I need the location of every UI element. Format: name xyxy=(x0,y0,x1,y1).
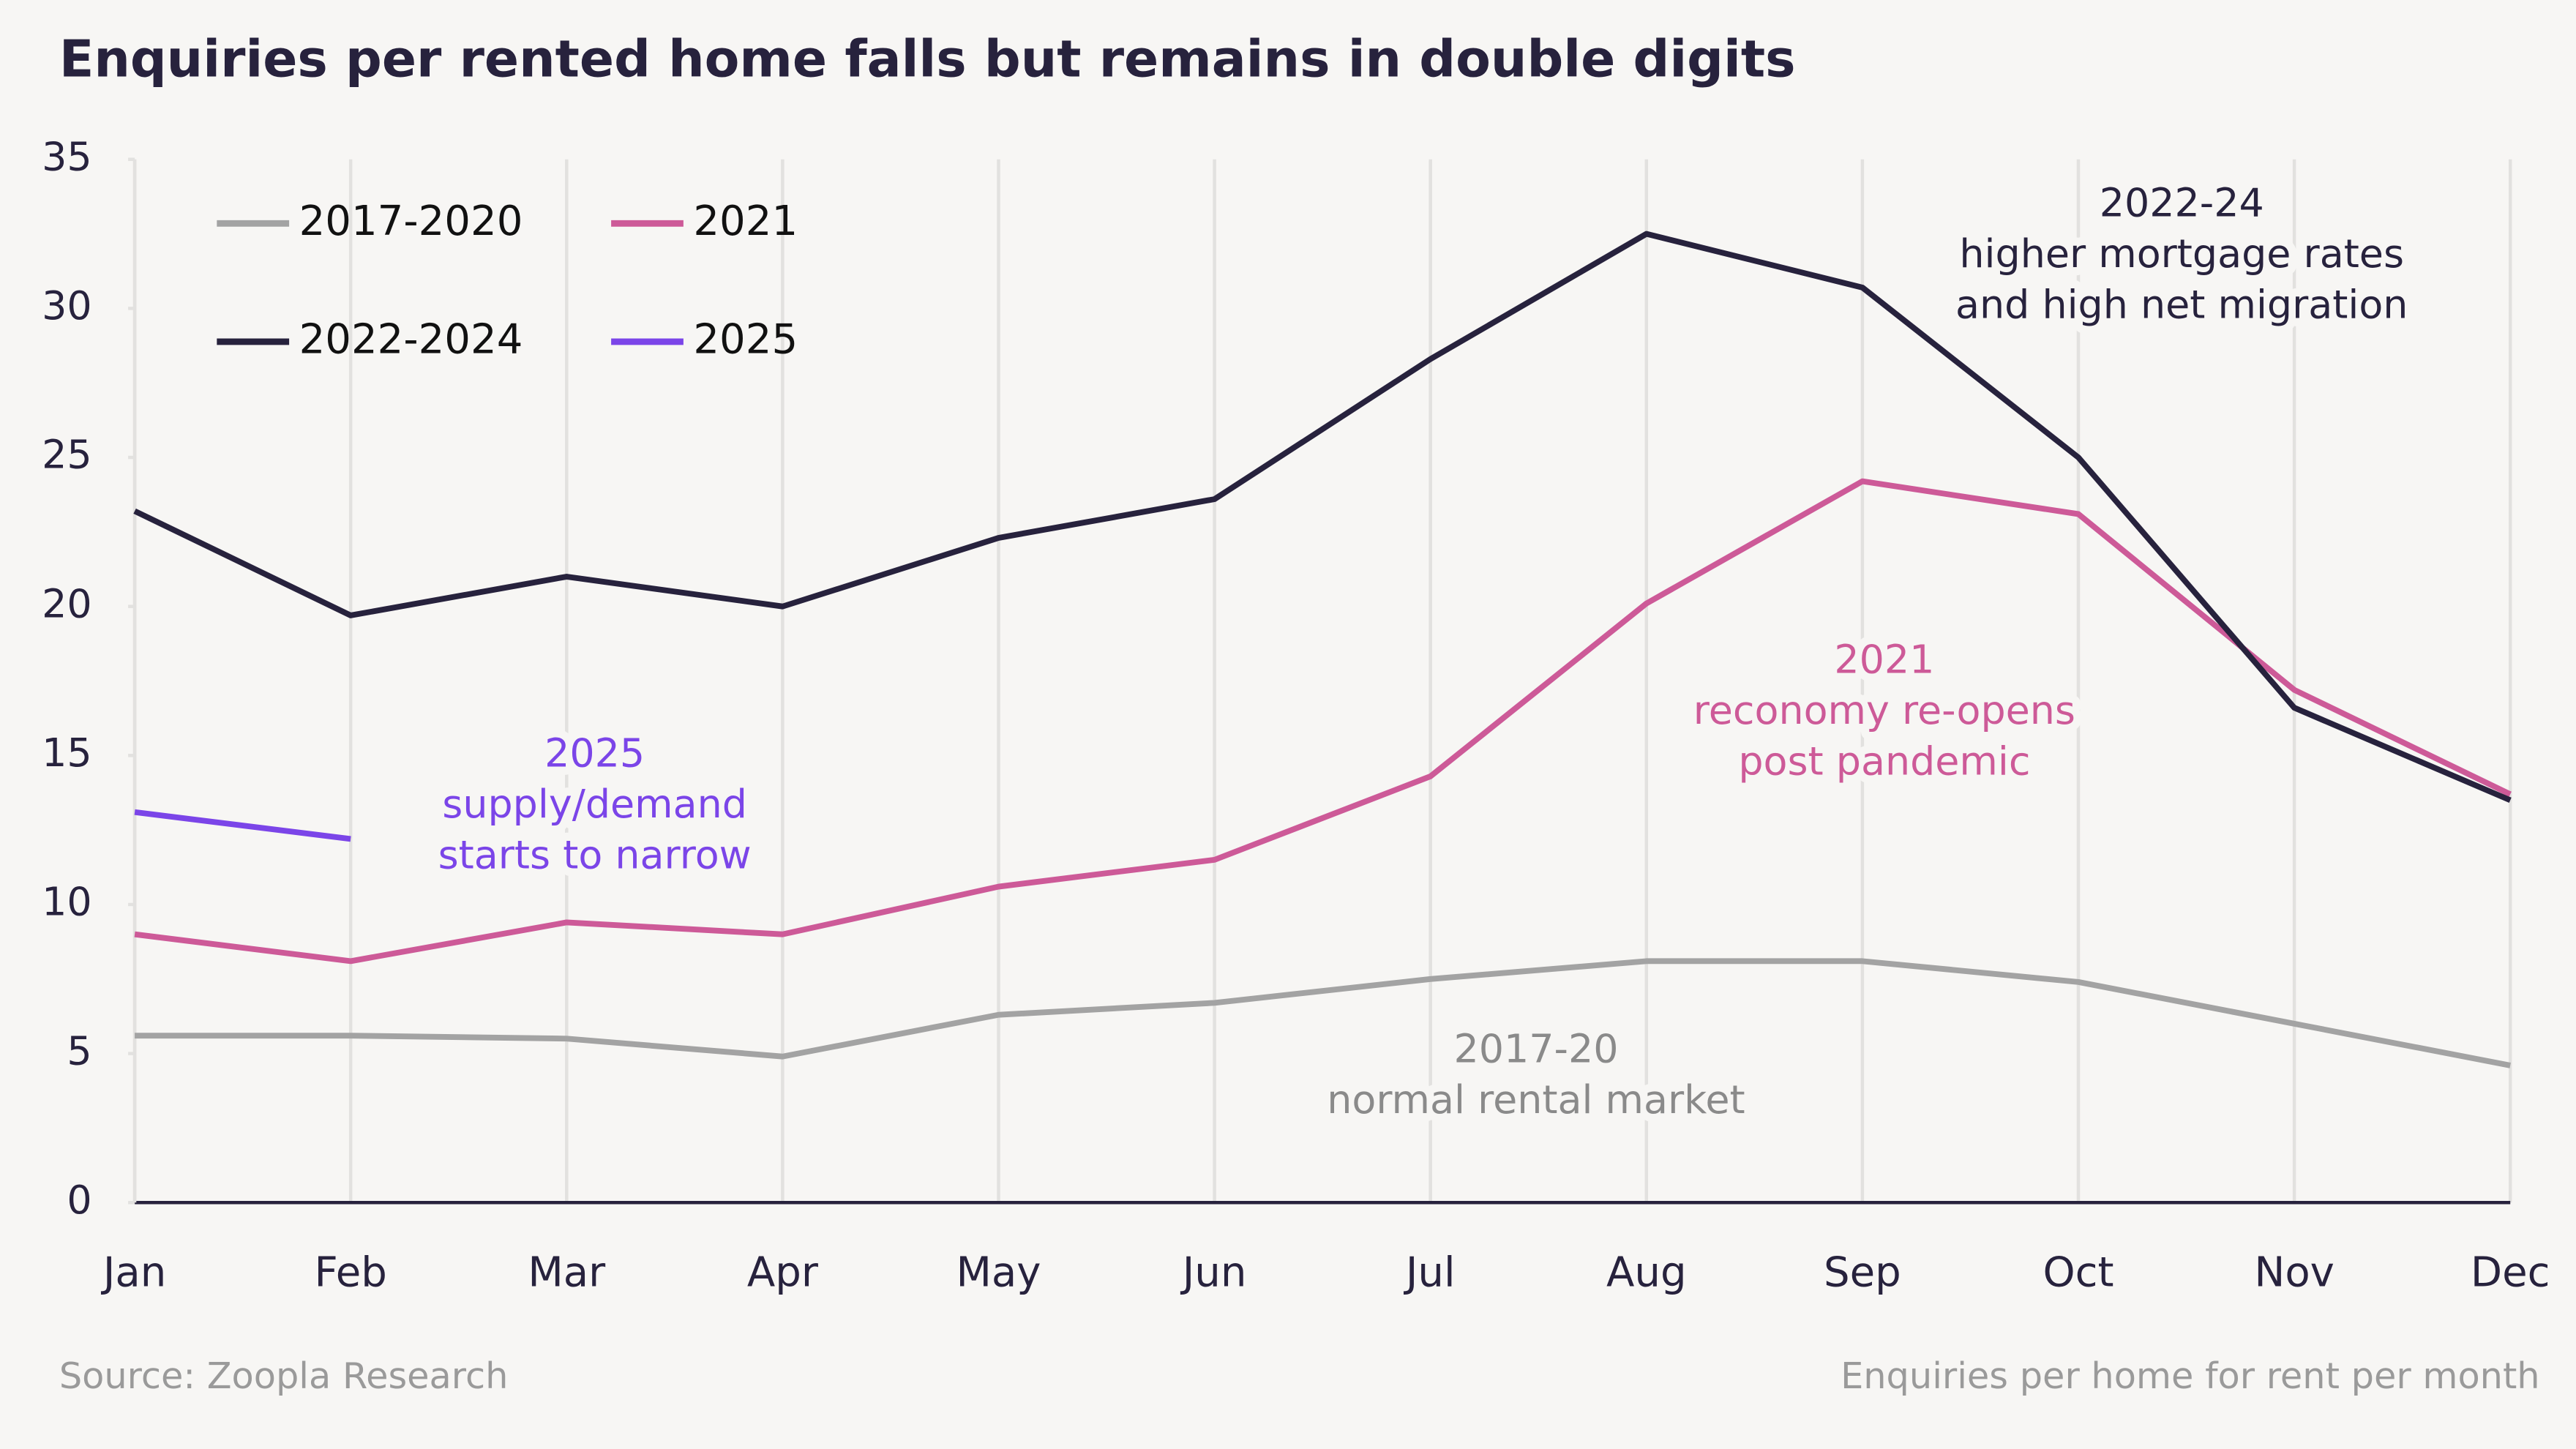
x-tick-label: Feb xyxy=(315,1249,387,1297)
x-tick-label: Jun xyxy=(1180,1249,1247,1297)
chart-title: Enquiries per rented home falls but rema… xyxy=(59,29,1796,89)
y-tick-label: 0 xyxy=(67,1177,91,1223)
y-tick-label: 15 xyxy=(42,730,92,776)
annotation: starts to narrow xyxy=(438,831,752,877)
annotation: 2017-20 xyxy=(1453,1025,1618,1071)
y-tick-label: 20 xyxy=(42,580,92,626)
x-tick-label: Nov xyxy=(2254,1249,2334,1297)
x-tick-label: Mar xyxy=(528,1249,606,1297)
x-tick-label: Dec xyxy=(2471,1249,2550,1297)
annotation: 2021 xyxy=(1834,636,1934,682)
annotation: normal rental market xyxy=(1327,1077,1745,1123)
note: Enquiries per home for rent per month xyxy=(1841,1355,2540,1397)
x-tick-label: Apr xyxy=(747,1249,819,1297)
annotation: higher mortgage rates xyxy=(1959,231,2404,277)
annotation: supply/demand xyxy=(442,781,747,827)
y-tick-label: 30 xyxy=(42,282,92,329)
x-tick-label: Aug xyxy=(1606,1249,1687,1297)
legend-label: 2025 xyxy=(693,316,798,364)
y-tick-label: 25 xyxy=(42,432,92,478)
x-tick-label: Sep xyxy=(1824,1249,1901,1297)
series-line xyxy=(134,809,351,842)
annotation: and high net migration xyxy=(1955,281,2408,327)
x-tick-label: Jul xyxy=(1404,1249,1456,1297)
annotation: 2022-24 xyxy=(2100,179,2264,225)
series-line xyxy=(133,231,2512,804)
series-line xyxy=(134,478,2512,965)
legend-label: 2021 xyxy=(693,198,798,245)
legend-label: 2022-2024 xyxy=(299,316,523,364)
y-tick-label: 35 xyxy=(42,133,92,179)
annotation: 2025 xyxy=(544,730,645,776)
series-line xyxy=(135,958,2511,1068)
source: Source: Zoopla Research xyxy=(59,1355,509,1397)
x-tick-label: Oct xyxy=(2043,1249,2113,1297)
legend-label: 2017-2020 xyxy=(299,198,523,245)
y-tick-label: 5 xyxy=(67,1027,91,1074)
annotation: reconomy re-opens xyxy=(1693,687,2075,733)
y-tick-label: 10 xyxy=(42,879,92,925)
x-tick-label: May xyxy=(956,1249,1041,1297)
x-tick-label: Jan xyxy=(101,1249,167,1297)
annotation: post pandemic xyxy=(1738,738,2030,785)
